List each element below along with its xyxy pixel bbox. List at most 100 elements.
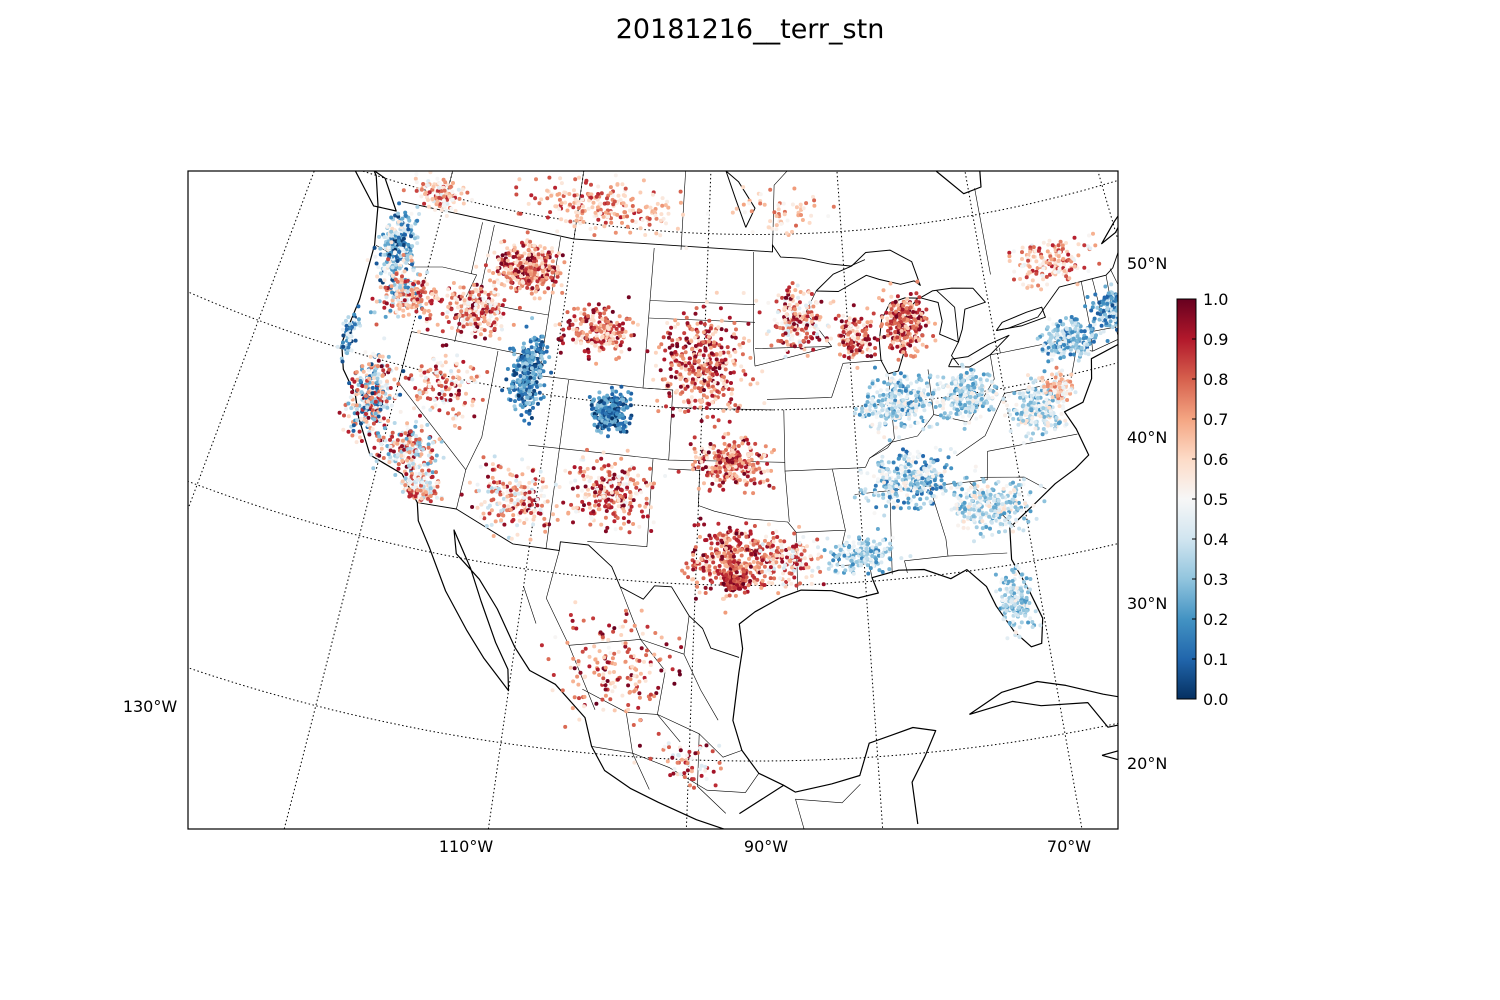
station-point — [496, 307, 501, 312]
mexico-state-border — [546, 550, 596, 710]
station-point — [705, 473, 709, 478]
station-point — [356, 382, 361, 387]
station-point — [860, 340, 864, 345]
station-point — [668, 331, 673, 336]
station-point — [496, 257, 501, 262]
station-point — [367, 362, 371, 367]
station-point — [629, 333, 634, 338]
station-point — [591, 308, 596, 313]
station-point — [472, 282, 476, 287]
station-point — [622, 470, 627, 475]
station-point — [493, 301, 498, 306]
station-point — [709, 546, 714, 551]
station-point — [741, 368, 746, 373]
station-point — [535, 347, 540, 352]
station-point — [708, 557, 713, 562]
station-point — [851, 303, 856, 308]
station-point — [746, 441, 751, 446]
station-point — [770, 561, 775, 566]
station-point — [439, 384, 444, 388]
station-point — [762, 564, 767, 569]
station-point — [775, 535, 780, 539]
station-point — [411, 461, 415, 466]
station-point — [488, 333, 493, 338]
station-point — [480, 397, 485, 402]
station-point — [545, 255, 550, 260]
station-point — [838, 352, 842, 357]
station-point — [452, 394, 456, 399]
station-point — [595, 459, 599, 464]
station-point — [742, 478, 747, 483]
station-point — [351, 428, 356, 433]
station-point — [558, 350, 563, 355]
station-point — [698, 405, 703, 410]
station-point — [914, 291, 919, 296]
station-point — [464, 311, 469, 315]
jamaica — [1101, 750, 1118, 761]
station-point — [673, 350, 678, 354]
station-point — [685, 321, 690, 326]
station-point — [535, 279, 540, 284]
station-point — [733, 403, 738, 408]
station-point — [775, 310, 780, 315]
station-point — [521, 488, 526, 493]
station-point — [443, 380, 448, 385]
station-point — [490, 489, 494, 494]
station-point — [505, 494, 510, 499]
station-point — [577, 331, 582, 336]
station-point — [733, 335, 738, 340]
station-point — [473, 302, 478, 307]
station-point — [634, 491, 638, 496]
station-point — [368, 310, 373, 315]
station-point — [848, 346, 852, 351]
station-point — [415, 204, 420, 209]
station-point — [467, 296, 472, 301]
station-point — [533, 392, 538, 396]
province-border — [772, 171, 788, 252]
station-point — [524, 387, 529, 392]
station-point — [792, 322, 796, 326]
station-point — [727, 405, 732, 410]
station-point — [519, 413, 524, 418]
station-point — [716, 325, 721, 330]
station-point — [556, 251, 561, 256]
station-point — [744, 534, 749, 539]
station-point — [419, 364, 424, 369]
station-point — [565, 310, 570, 315]
station-point — [696, 386, 701, 391]
station-point — [551, 283, 556, 288]
station-point — [808, 300, 813, 305]
station-point — [719, 538, 724, 543]
station-point — [920, 342, 925, 347]
station-point — [585, 332, 589, 337]
station-point — [527, 359, 532, 364]
station-point — [540, 503, 544, 508]
station-point — [407, 436, 412, 441]
station-point — [707, 568, 712, 573]
station-point — [394, 366, 399, 371]
station-point — [805, 544, 809, 549]
station-point — [580, 319, 585, 324]
station-point — [893, 330, 898, 334]
station-point — [717, 366, 722, 371]
station-point — [403, 213, 408, 218]
station-point — [470, 290, 475, 295]
station-point — [412, 485, 417, 490]
station-point — [473, 321, 478, 326]
station-point — [727, 525, 732, 530]
station-point — [721, 408, 726, 413]
station-point — [753, 581, 758, 586]
station-point — [742, 471, 747, 476]
station-point — [401, 369, 406, 374]
station-point — [720, 554, 725, 559]
station-point — [614, 326, 619, 331]
station-point — [376, 265, 381, 270]
newfoundland — [1247, 104, 1338, 177]
station-point — [559, 335, 564, 340]
station-point — [580, 455, 585, 460]
station-point — [390, 430, 395, 435]
station-point — [675, 388, 680, 393]
station-point — [392, 377, 397, 382]
station-point — [591, 318, 596, 323]
station-point — [522, 521, 527, 525]
